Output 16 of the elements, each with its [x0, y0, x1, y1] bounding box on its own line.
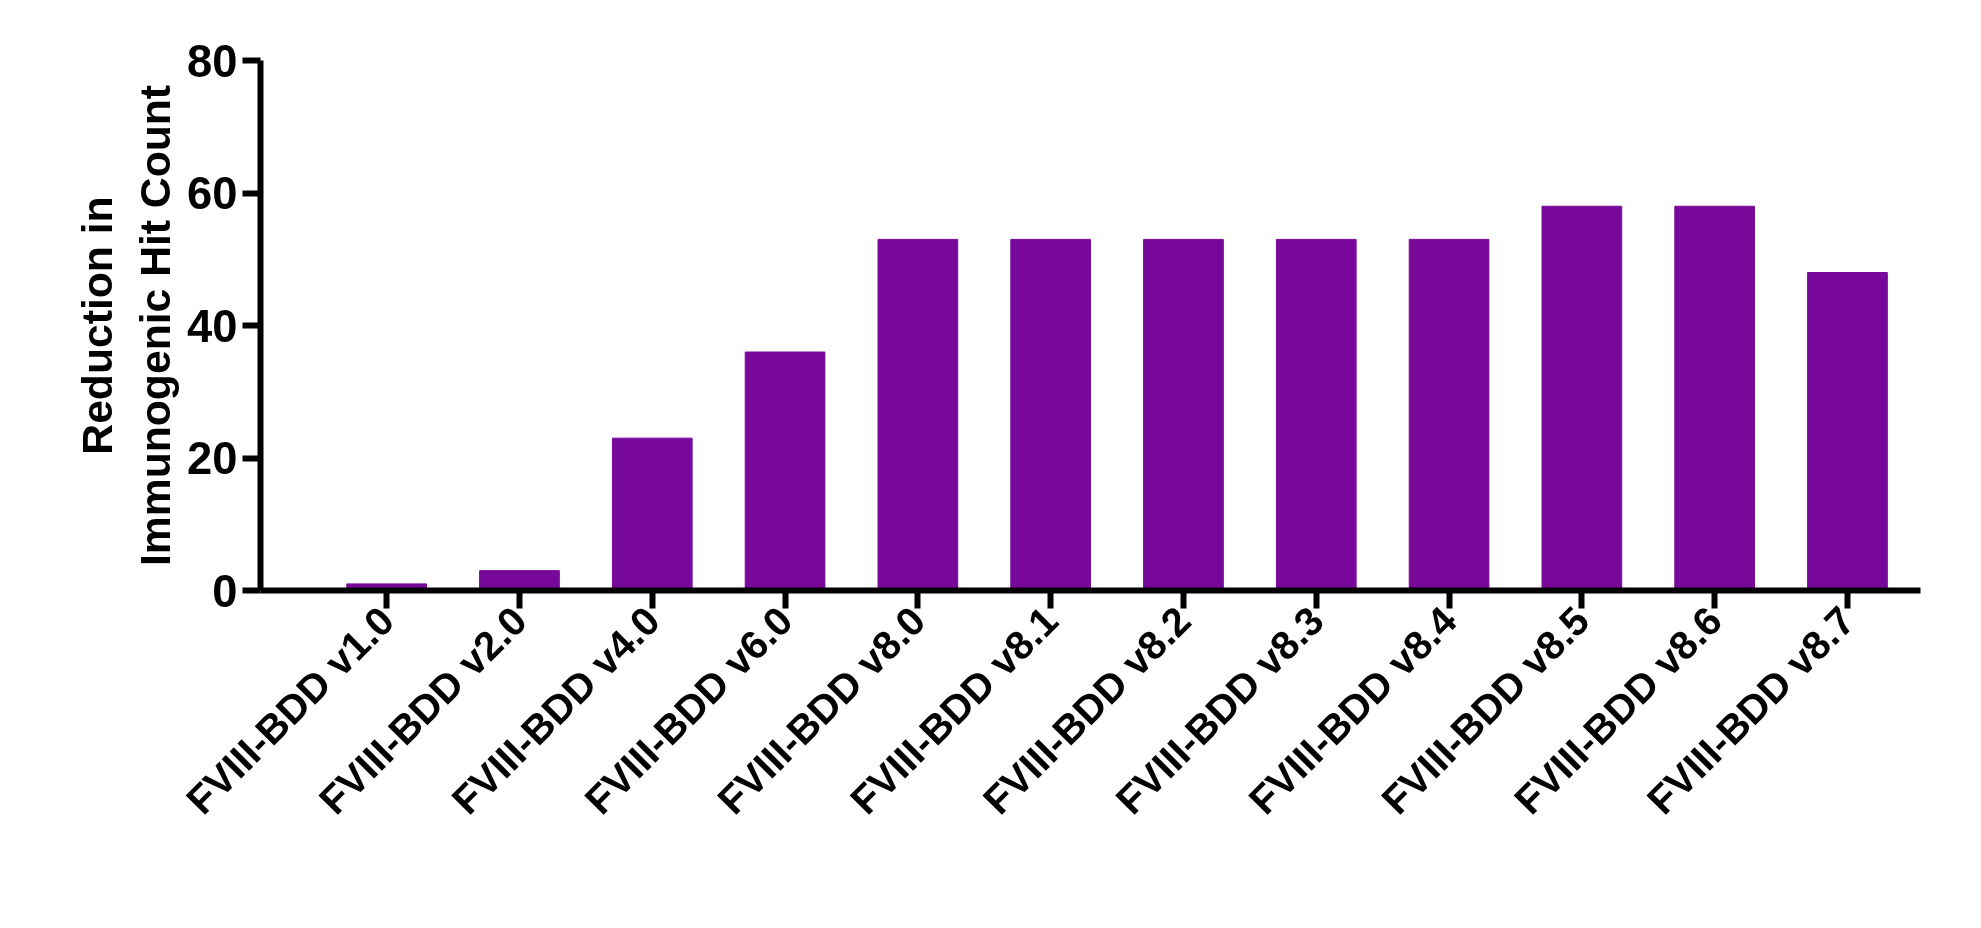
y-tick-label: 60 — [187, 168, 238, 219]
bar — [1408, 238, 1490, 591]
bar — [1010, 238, 1091, 591]
y-tick-label: 40 — [187, 300, 238, 352]
y-tick-label: 0 — [212, 565, 238, 617]
bar — [1541, 205, 1623, 591]
y-tick-label: 20 — [187, 433, 238, 484]
bar — [611, 437, 693, 591]
bar — [744, 351, 826, 591]
bar — [1674, 205, 1755, 591]
bar — [1143, 238, 1224, 591]
y-axis-title: Reduction in Immunogenic Hit Count — [73, 84, 180, 567]
y-tick-label: 80 — [187, 35, 238, 87]
bar — [1275, 238, 1357, 591]
bar — [877, 238, 959, 591]
bar — [1807, 272, 1888, 591]
